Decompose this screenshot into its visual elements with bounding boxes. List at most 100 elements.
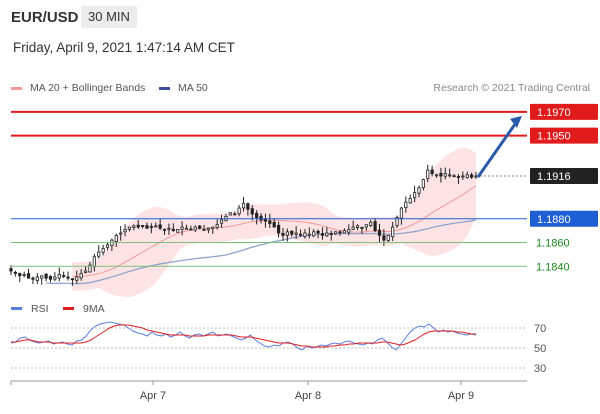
candle-body (268, 220, 272, 224)
candle-body (470, 174, 474, 178)
candle-body (92, 256, 96, 268)
candle-body (364, 224, 368, 228)
candle-body (141, 225, 145, 227)
candle-body (211, 226, 215, 229)
candle-body (44, 273, 48, 279)
candle-body (167, 227, 171, 230)
candle-body (452, 175, 456, 178)
candle-body (303, 232, 307, 237)
last-price-tag (530, 168, 598, 184)
candle-body (48, 276, 53, 280)
candle-body (285, 231, 289, 236)
candle-body (316, 230, 320, 234)
candle-body (250, 208, 254, 215)
candle-body (105, 244, 110, 248)
candle-body (18, 272, 22, 277)
candle-body (338, 231, 342, 234)
candle-body (114, 234, 118, 242)
candle-body (263, 218, 268, 222)
ma9-legend-label: 9MA (83, 303, 105, 315)
candle-body (171, 228, 175, 232)
ma20-legend-label: MA 20 + Bollinger Bands (30, 82, 145, 94)
candle-body (193, 226, 197, 231)
ma50-line (46, 219, 477, 285)
candle-body (386, 234, 390, 241)
candle-body (399, 207, 404, 219)
candle-body (154, 225, 158, 228)
level-tag (530, 127, 598, 144)
candle-body (22, 274, 26, 276)
candle-body (162, 229, 167, 231)
candle-body (369, 221, 373, 226)
candle-body (180, 226, 184, 230)
level-tag (530, 103, 598, 120)
ma50-legend-label: MA 50 (178, 82, 208, 94)
candle-body (329, 233, 333, 235)
level-label: 1.1950 (537, 131, 571, 143)
candle-body (360, 227, 364, 229)
candle-body (395, 217, 399, 226)
timeframe-badge[interactable]: 30 MIN (81, 6, 137, 28)
candle-body (228, 212, 232, 216)
rsi-ma-line (11, 324, 476, 348)
candle-body (62, 275, 66, 277)
candle-body (382, 235, 386, 241)
candle-body (83, 270, 88, 273)
candle-body (298, 233, 303, 236)
candle-body (13, 271, 17, 274)
candle-body (272, 221, 276, 228)
ma9-legend-swatch (63, 307, 74, 310)
candle-body (176, 229, 180, 233)
rsi-tick-label: 50 (534, 343, 546, 355)
candle-body (26, 273, 31, 279)
candle-body (136, 224, 140, 228)
candle-body (31, 277, 35, 280)
level-label: 1.1840 (536, 261, 570, 273)
level-label: 1.1860 (536, 238, 570, 250)
candle-body (9, 268, 13, 272)
candle-body (158, 224, 162, 229)
candle-body (145, 225, 149, 229)
candle-body (443, 173, 447, 177)
candle-body (474, 175, 478, 178)
candle-body (189, 228, 193, 231)
candle-body (215, 224, 219, 228)
candle-body (53, 276, 57, 280)
level-label: 1.1970 (537, 107, 571, 119)
candle-body (123, 229, 127, 233)
candle-body (439, 172, 443, 177)
candle-body (307, 233, 311, 236)
candle-body (430, 169, 434, 175)
candle-body (233, 213, 237, 216)
candle-body (79, 272, 83, 279)
candle-body (241, 202, 246, 209)
candle-body (325, 232, 329, 237)
candle-body (312, 231, 316, 237)
candle-body (465, 174, 469, 178)
copyright-label: Research © 2021 Trading Central (433, 82, 590, 94)
candle-body (412, 192, 417, 199)
rsi-tick-label: 30 (534, 363, 546, 375)
candle-body (290, 230, 294, 235)
candle-body (434, 174, 439, 177)
candle-body (404, 201, 408, 209)
candle-body (347, 229, 351, 233)
candle-body (219, 219, 224, 224)
candle-body (88, 264, 92, 273)
price-plot (9, 147, 478, 298)
candle-body (101, 248, 105, 253)
candle-body (255, 212, 259, 218)
symbol-title: EUR/USD (11, 9, 79, 26)
candle-body (421, 179, 425, 189)
candle-body (342, 230, 346, 234)
candle-body (237, 207, 241, 215)
candle-body (426, 169, 430, 179)
candle-body (127, 226, 132, 230)
candle-body (294, 232, 298, 235)
candle-body (35, 276, 39, 281)
chart-header: EUR/USD 30 MIN (0, 0, 600, 34)
candle-body (202, 229, 206, 231)
candle-body (456, 176, 461, 178)
candle-body (184, 227, 189, 230)
